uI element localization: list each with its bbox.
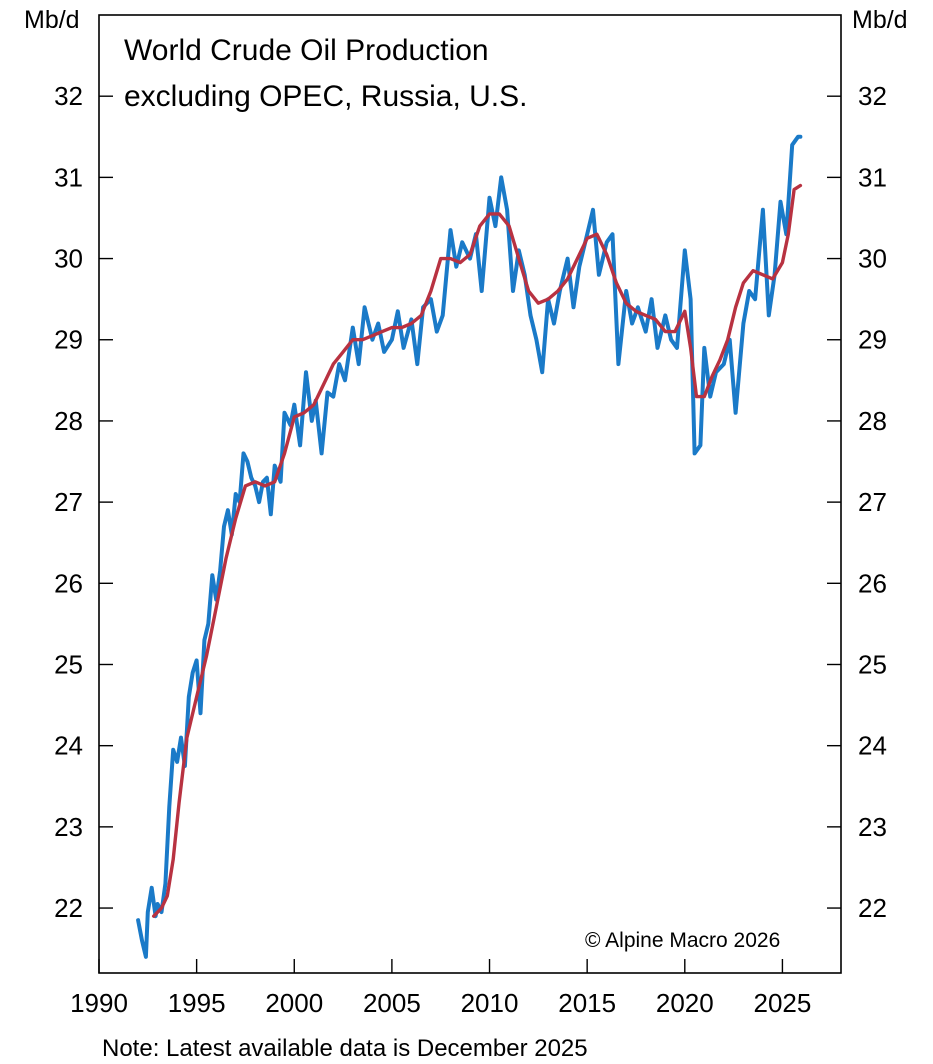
y-tick-label-right: 29 <box>858 325 887 355</box>
chart-title-line-2: excluding OPEC, Russia, U.S. <box>124 80 528 113</box>
x-tick-label: 2000 <box>265 988 323 1018</box>
y-tick-label-left: 23 <box>54 812 83 842</box>
x-tick-label: 1990 <box>70 988 128 1018</box>
series-line-monthly <box>136 134 803 959</box>
y-tick-label-left: 28 <box>54 406 83 436</box>
x-tick-label: 2010 <box>461 988 519 1018</box>
chart-title-line-1: World Crude Oil Production <box>124 34 489 67</box>
y-tick-label-right: 27 <box>858 487 887 517</box>
y-tick-label-right: 31 <box>858 162 887 192</box>
tick-labels: 22 22 23 23 24 24 25 25 26 26 27 27 28 28 29 29 30 30 31 31… <box>54 81 887 1018</box>
y-axis-unit-right: Mb/d <box>852 6 908 34</box>
y-tick-label-left: 24 <box>54 731 83 761</box>
y-tick-label-left: 25 <box>54 649 83 679</box>
x-tick-label: 2015 <box>558 988 616 1018</box>
y-tick-label-left: 30 <box>54 244 83 274</box>
y-tick-label-right: 28 <box>858 406 887 436</box>
x-tick-label: 2025 <box>753 988 811 1018</box>
copyright-label: © Alpine Macro 2026 <box>585 929 780 952</box>
tick-marks <box>98 95 841 973</box>
y-tick-label-left: 22 <box>54 893 83 923</box>
series-layer <box>136 134 803 959</box>
x-tick-label: 2020 <box>656 988 714 1018</box>
y-tick-label-left: 31 <box>54 162 83 192</box>
x-tick-label: 1995 <box>168 988 226 1018</box>
y-tick-label-right: 30 <box>858 244 887 274</box>
plot-frame <box>98 14 842 974</box>
x-tick-label: 2005 <box>363 988 421 1018</box>
y-tick-label-right: 32 <box>858 81 887 111</box>
y-tick-label-right: 26 <box>858 568 887 598</box>
y-tick-label-left: 27 <box>54 487 83 517</box>
series-line-trend <box>151 183 803 918</box>
y-tick-label-right: 24 <box>858 731 887 761</box>
y-tick-label-right: 25 <box>858 649 887 679</box>
y-tick-label-right: 23 <box>858 812 887 842</box>
y-tick-label-left: 29 <box>54 325 83 355</box>
y-tick-label-right: 22 <box>858 893 887 923</box>
y-tick-label-left: 32 <box>54 81 83 111</box>
y-tick-label-left: 26 <box>54 568 83 598</box>
footnote: Note: Latest available data is December … <box>102 1035 588 1062</box>
y-axis-unit-left: Mb/d <box>24 6 80 34</box>
